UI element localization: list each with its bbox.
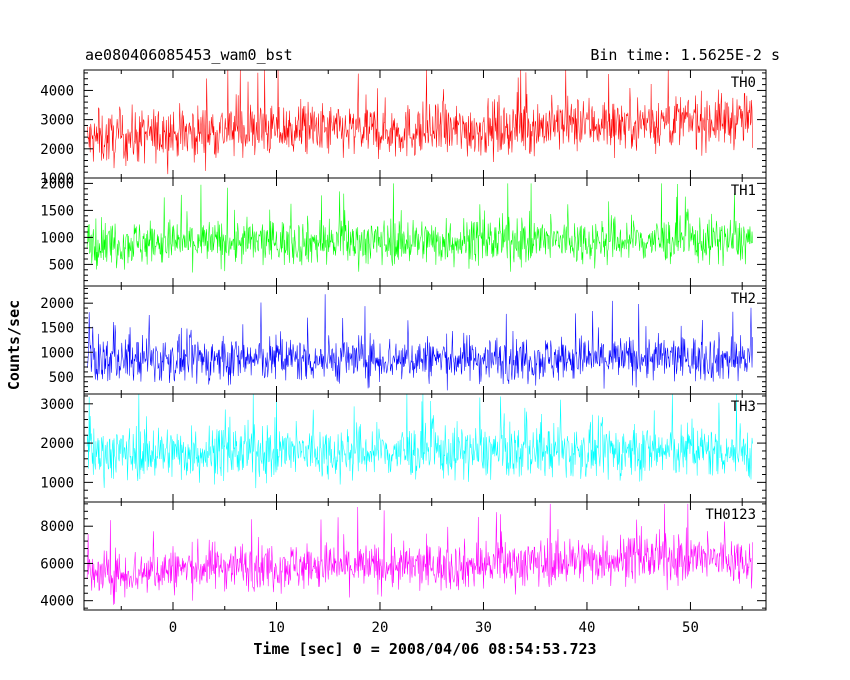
series-line-th0123 <box>87 504 752 605</box>
y-tick-label: 2000 <box>40 176 74 192</box>
series-line-th3 <box>87 394 752 488</box>
y-tick-label: 1000 <box>40 475 74 491</box>
panel-th3: 1000 2000 3000 TH3 <box>40 394 766 502</box>
series-label-th2: TH2 <box>731 291 756 307</box>
x-tick-label: 40 <box>579 620 596 636</box>
panel-frame <box>84 286 766 394</box>
panel-frame <box>84 502 766 610</box>
series-label-th1: TH1 <box>731 183 756 199</box>
series-line-th1 <box>87 183 752 272</box>
series-label-th3: TH3 <box>731 399 756 415</box>
y-tick-label: 8000 <box>40 519 74 535</box>
x-tick-label: 50 <box>682 620 699 636</box>
y-tick-label: 500 <box>49 370 74 386</box>
y-tick-label: 6000 <box>40 556 74 572</box>
panel-th0123: 4000 6000 8000 TH0123 <box>40 502 766 610</box>
y-tick-label: 500 <box>49 257 74 273</box>
series-line-th0 <box>87 70 752 174</box>
series-label-th0123: TH0123 <box>705 507 756 523</box>
x-axis-label: Time [sec] 0 = 2008/04/06 08:54:53.723 <box>253 640 596 658</box>
panel-th2: 500 1000 1500 2000 TH2 <box>40 286 766 394</box>
y-tick-label: 2000 <box>40 142 74 158</box>
x-tick-label: 30 <box>475 620 492 636</box>
y-tick-label: 1500 <box>40 321 74 337</box>
y-tick-label: 2000 <box>40 436 74 452</box>
y-tick-label: 3000 <box>40 113 74 129</box>
x-tick-label: 20 <box>372 620 389 636</box>
bin-time-label: Bin time: 1.5625E-2 s <box>590 46 780 64</box>
y-tick-label: 4000 <box>40 594 74 610</box>
y-axis-label: Counts/sec <box>5 300 23 390</box>
plot-title: ae080406085453_wam0_bst <box>85 46 293 64</box>
series-line-th2 <box>87 294 752 390</box>
x-tick-label: 0 <box>169 620 177 636</box>
series-label-th0: TH0 <box>731 75 756 91</box>
x-axis: 0 10 20 30 40 50 <box>169 620 699 636</box>
y-tick-label: 3000 <box>40 397 74 413</box>
panel-th1: 500 1000 1500 2000 TH1 <box>40 176 766 286</box>
panel-frame <box>84 394 766 502</box>
y-tick-label: 2000 <box>40 296 74 312</box>
x-tick-label: 10 <box>268 620 285 636</box>
y-tick-label: 1000 <box>40 230 74 246</box>
y-tick-label: 4000 <box>40 83 74 99</box>
y-tick-label: 1000 <box>40 345 74 361</box>
y-tick-label: 1500 <box>40 203 74 219</box>
